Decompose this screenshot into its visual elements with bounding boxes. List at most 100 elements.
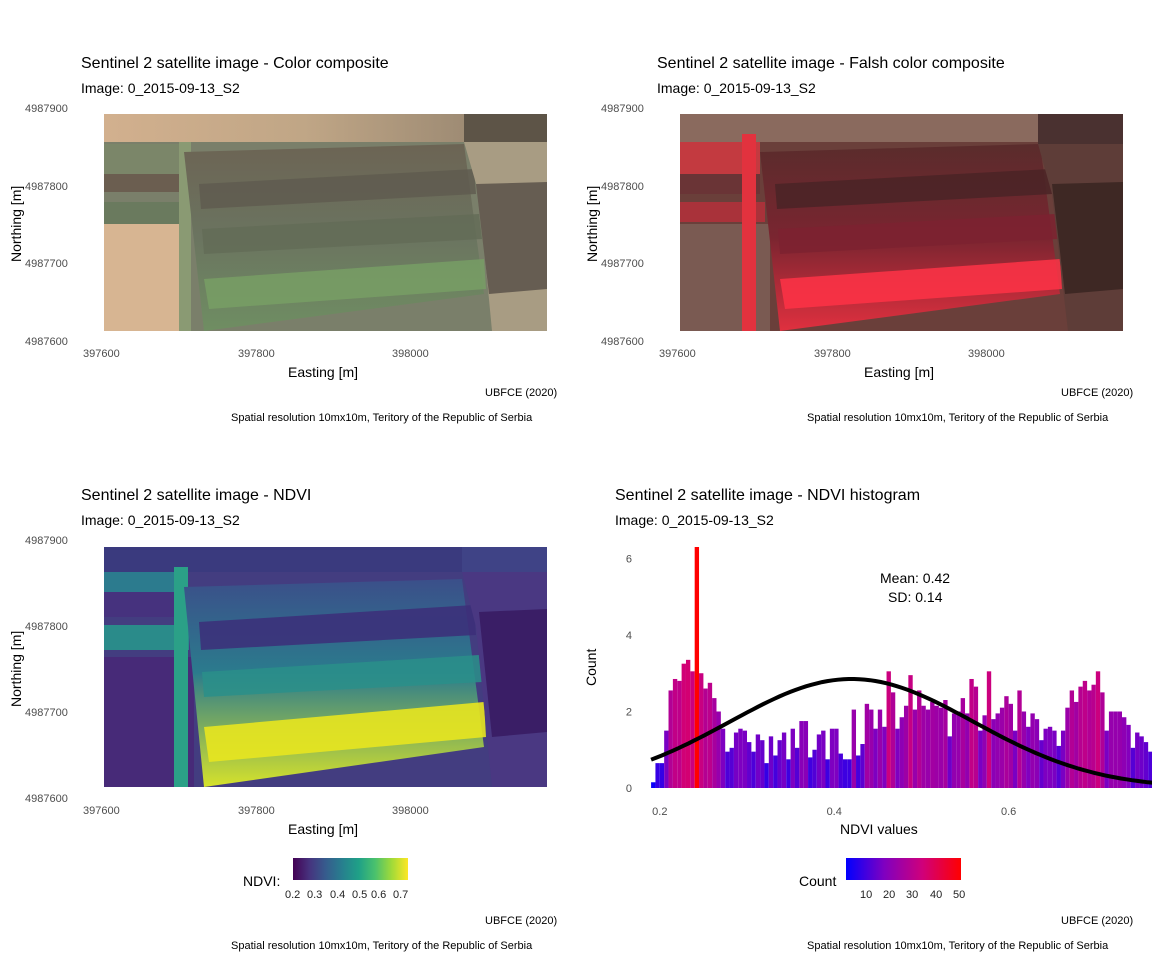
histogram-bar (1095, 671, 1101, 788)
x-tick: 397600 (83, 348, 120, 360)
histogram-x-tick: 0.6 (1001, 806, 1016, 818)
x-tick: 397600 (659, 348, 696, 360)
raster-leftfield-stripe (680, 174, 760, 194)
histogram-bar (925, 709, 931, 788)
histogram-bar (694, 547, 700, 788)
count-legend-tick: 20 (883, 889, 896, 901)
histogram-bar (707, 682, 713, 788)
histogram-bar (764, 763, 769, 788)
histogram-bar (716, 711, 721, 788)
histogram-bar (1060, 730, 1066, 788)
histogram-bar (1069, 690, 1075, 788)
histogram-bar (821, 730, 826, 788)
histogram-bar (842, 759, 848, 788)
histogram-bar (947, 736, 952, 788)
easting-axis-label: Easting [m] (288, 364, 359, 380)
ndvi-legend-tick: 0.7 (393, 889, 409, 901)
histogram-sd-label: SD: 0.14 (888, 589, 943, 605)
histogram-bar (995, 713, 1000, 788)
easting-axis-label: Easting [m] (288, 821, 359, 837)
histogram-y-tick: 4 (626, 630, 632, 642)
x-tick: 397800 (238, 348, 275, 360)
histogram-bar (690, 671, 695, 788)
x-tick: 397800 (238, 805, 275, 817)
histogram-bar (838, 753, 843, 788)
histogram-bar (777, 740, 782, 788)
histogram-bar (956, 711, 961, 788)
false-color-raster (680, 114, 1123, 331)
histogram-bar (969, 678, 974, 788)
x-tick: 398000 (392, 805, 429, 817)
credit-caption: UBFCE (2020) (1061, 915, 1134, 927)
x-tick: 397600 (83, 805, 120, 817)
histogram-bar (973, 686, 979, 788)
histogram-bar (812, 749, 817, 788)
y-tick: 4987800 (25, 621, 68, 633)
count-legend-title: Count (799, 873, 837, 889)
density-curve-line (650, 677, 1152, 785)
histogram-bar (699, 673, 704, 788)
raster-field-stripe (775, 169, 1052, 209)
y-tick: 4987700 (25, 707, 68, 719)
histogram-bar (803, 721, 809, 788)
raster-rightfield-dark (479, 609, 547, 737)
histogram-bar (786, 759, 791, 788)
histogram-x-tick: 0.2 (652, 806, 667, 818)
raster-field-stripe (202, 655, 482, 697)
histogram-bar (960, 698, 966, 788)
credit-caption: UBFCE (2020) (485, 915, 558, 927)
raster-leftfield (104, 572, 184, 592)
y-tick: 4987900 (25, 103, 68, 115)
histogram-bar (886, 671, 891, 788)
credit-caption: UBFCE (2020) (1061, 387, 1134, 399)
histogram-bar (951, 713, 957, 788)
histogram-bar (703, 688, 708, 788)
count-legend-tick: 40 (930, 889, 943, 901)
histogram-bar (921, 705, 926, 788)
y-tick: 4987800 (601, 181, 644, 193)
histogram-bar (912, 709, 918, 788)
histogram-bar (1039, 740, 1044, 788)
histogram-bar (1130, 747, 1136, 788)
raster-field-stripe (199, 605, 476, 650)
histogram-bar (651, 782, 656, 788)
histogram-bar (668, 690, 673, 788)
histogram-bar (965, 713, 970, 788)
histogram-bar (856, 755, 861, 788)
y-tick: 4987700 (601, 258, 644, 270)
ndvi-legend-title: NDVI: (243, 873, 281, 889)
histogram-bar (773, 755, 778, 788)
falsecolor-panel-title: Sentinel 2 satellite image - Falsh color… (657, 55, 1005, 72)
histogram-bar (1056, 745, 1061, 788)
histogram-bar (768, 736, 774, 788)
color-panel-subtitle: Image: 0_2015-09-13_S2 (81, 80, 240, 96)
histogram-mean-label: Mean: 0.42 (880, 570, 951, 586)
histogram-bar (659, 763, 665, 788)
histogram-bar (890, 692, 896, 788)
ndvi-legend-tick: 0.4 (330, 889, 346, 901)
raster-leftbottom (104, 224, 189, 331)
histogram-bar (1012, 730, 1018, 788)
histogram-bar (1108, 711, 1114, 788)
y-tick: 4987900 (601, 103, 644, 115)
count-legend-tick: 10 (860, 889, 873, 901)
raster-rightband (464, 114, 547, 142)
color-composite-raster (104, 114, 547, 331)
raster-field-stripe (202, 214, 482, 254)
raster-field-stripe (199, 169, 476, 209)
raster-rightfield-dark (1052, 182, 1123, 294)
ndvi-panel-title: Sentinel 2 satellite image - NDVI (81, 487, 312, 504)
histogram-bar (733, 732, 739, 788)
histogram-bar (1074, 701, 1079, 788)
histogram-bar (799, 721, 804, 788)
raster-rightband (462, 547, 547, 572)
ndvi-raster (104, 547, 547, 787)
ndvi-legend-tick: 0.3 (307, 889, 323, 901)
histogram-bar (672, 678, 678, 788)
resolution-caption: Spatial resolution 10mx10m, Teritory of … (231, 412, 533, 424)
histogram-bar (1104, 730, 1109, 788)
count-legend-tick: 50 (953, 889, 966, 901)
histogram-bar (882, 726, 887, 788)
x-tick: 397800 (814, 348, 851, 360)
